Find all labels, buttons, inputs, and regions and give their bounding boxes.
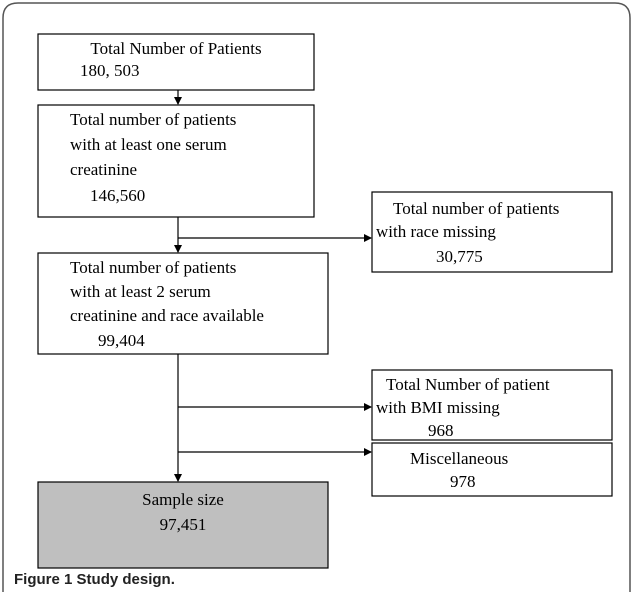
box-text: creatinine and race available — [70, 306, 264, 325]
box-count: 146,560 — [90, 186, 145, 205]
box-text: with race missing — [376, 222, 496, 241]
box-count: 968 — [428, 421, 454, 440]
box-text: Miscellaneous — [410, 449, 508, 468]
box — [371, 191, 613, 273]
box-text: with BMI missing — [376, 398, 500, 417]
box-text: creatinine — [70, 160, 137, 179]
caption-label: Figure 1 — [14, 571, 72, 588]
box — [37, 252, 329, 355]
box — [37, 33, 315, 91]
box-text: Total number of patients — [70, 258, 236, 277]
box-text: Total Number of Patients — [90, 39, 261, 58]
box-count: 99,404 — [98, 331, 145, 350]
box-text: with at least one serum — [70, 135, 227, 154]
box — [37, 481, 329, 569]
box-text: Total number of patients — [70, 110, 236, 129]
box-count: 180, 503 — [80, 61, 140, 80]
box-text: Total number of patients — [393, 199, 559, 218]
box-count: 978 — [450, 472, 476, 491]
box-text: Total Number of patient — [386, 375, 550, 394]
box-text: Sample size — [142, 490, 224, 509]
caption: Figure 1 Study design. — [14, 571, 175, 588]
box — [37, 104, 315, 218]
box-count: 30,775 — [436, 247, 483, 266]
caption-text: Study design. — [77, 571, 175, 588]
box-text: with at least 2 serum — [70, 282, 211, 301]
box — [371, 369, 613, 441]
box — [371, 442, 613, 497]
box-count: 97,451 — [160, 515, 207, 534]
